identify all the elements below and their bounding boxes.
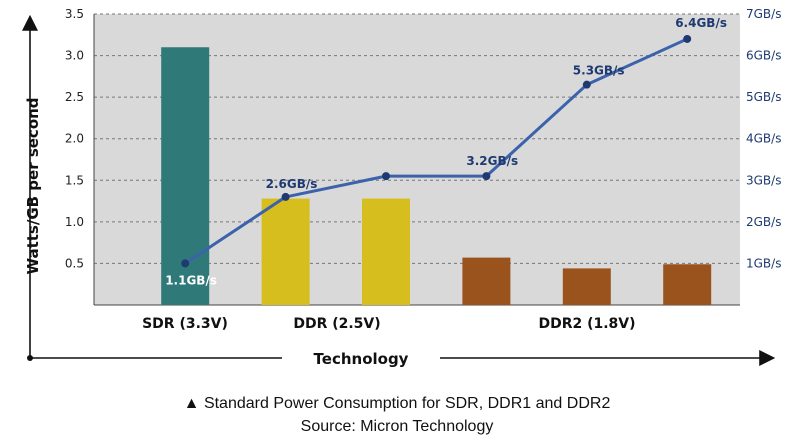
bar	[462, 257, 511, 305]
group-label: DDR2 (1.8V)	[538, 316, 635, 332]
y-tick-label: 0.5	[65, 256, 84, 270]
bandwidth-point	[582, 80, 591, 89]
y-tick-label: 2.5	[65, 90, 84, 104]
bandwidth-line	[184, 37, 688, 265]
caption-title: ▲ Standard Power Consumption for SDR, DD…	[183, 395, 611, 412]
bandwidth-point	[181, 259, 190, 268]
bar	[362, 198, 410, 305]
bar	[261, 198, 310, 305]
y2-tick-label: 7GB/s	[746, 7, 781, 21]
bandwidth-point	[382, 172, 390, 181]
y2-tick-label: 2GB/s	[746, 215, 781, 229]
y-tick-label: 2.0	[65, 132, 84, 146]
bandwidth-point	[281, 192, 290, 201]
bandwidth-label: 6.4GB/s	[675, 16, 727, 30]
bandwidth-label: 1.1GB/s	[165, 273, 217, 287]
y-tick-label: 1.5	[65, 173, 84, 187]
y-tick-label: 3.5	[65, 7, 84, 21]
bandwidth-point	[683, 34, 692, 43]
caption-source: Source: Micron Technology	[300, 418, 494, 435]
x-axis-label: Technology	[314, 350, 409, 368]
power-consumption-chart: 0.5 1.0 1.5 2.0 2.5 3.0 3.5 1GB/s 2GB/s 3GB/s 4GB…	[22, 7, 781, 368]
bandwidth-label: 3.2GB/s	[466, 154, 518, 168]
bandwidth-point	[482, 172, 491, 181]
group-label: DDR (2.5V)	[293, 316, 380, 332]
bar	[562, 268, 611, 305]
y-tick-label: 1.0	[65, 215, 84, 229]
y2-tick-label: 6GB/s	[746, 49, 781, 63]
y2-tick-label: 1GB/s	[746, 256, 781, 270]
y-axis-label: Watts/GB per second	[24, 97, 42, 274]
bandwidth-label: 2.6GB/s	[266, 177, 318, 191]
y2-tick-label: 5GB/s	[746, 90, 781, 104]
y2-tick-label: 3GB/s	[746, 173, 781, 187]
bandwidth-label: 5.3GB/s	[573, 64, 625, 78]
bar	[663, 264, 712, 305]
y-tick-label: 3.0	[65, 49, 84, 63]
group-label: SDR (3.3V)	[142, 316, 228, 332]
y2-tick-label: 4GB/s	[746, 132, 781, 146]
